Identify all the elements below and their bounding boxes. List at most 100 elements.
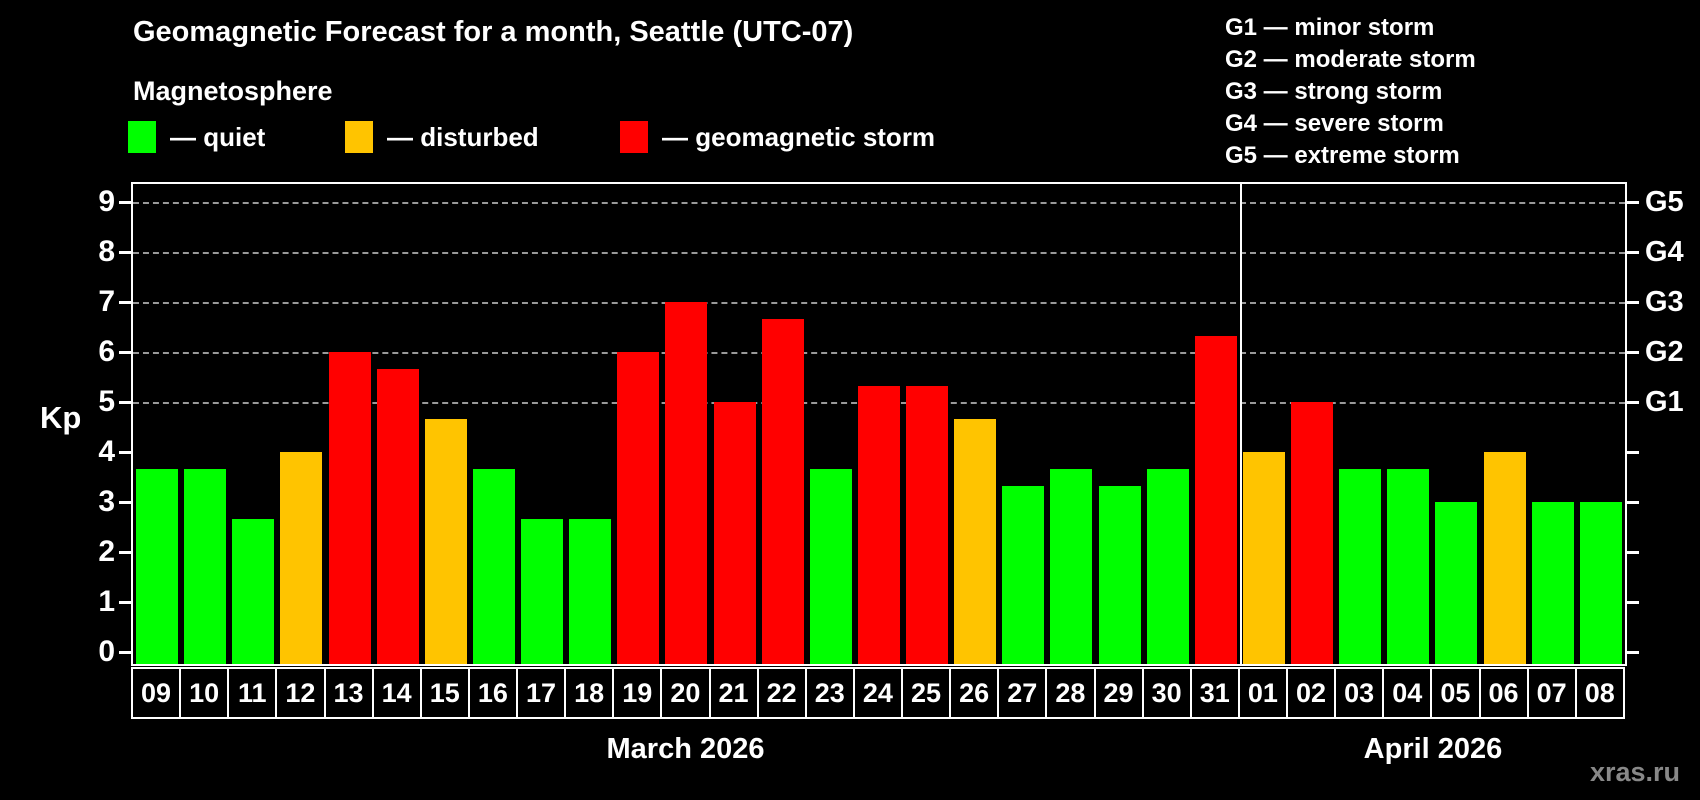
gridline-kp-9	[133, 202, 1625, 204]
date-cell-02: 02	[1286, 667, 1337, 719]
y-axis-tick-label: 2	[98, 535, 115, 568]
storm-color-swatch	[620, 121, 648, 153]
y-axis-tick	[119, 451, 131, 454]
kp-bar-day-20	[665, 302, 708, 664]
plot-area	[131, 182, 1627, 666]
right-axis-tick	[1627, 651, 1639, 654]
date-cell-13: 13	[323, 667, 374, 719]
kp-bar-day-16	[472, 468, 515, 664]
right-axis-tick	[1627, 601, 1639, 604]
y-axis-tick	[119, 251, 131, 254]
quiet-color-swatch	[128, 121, 156, 153]
date-cell-25: 25	[901, 667, 952, 719]
date-cell-01: 01	[1237, 667, 1288, 719]
y-axis-tick	[119, 351, 131, 354]
legend-item-disturbed: — disturbed	[345, 121, 539, 153]
kp-bar-day-14	[376, 368, 419, 664]
right-axis-tick	[1627, 301, 1639, 304]
date-cell-18: 18	[564, 667, 615, 719]
date-cell-17: 17	[516, 667, 567, 719]
y-axis-tick	[119, 651, 131, 654]
date-cell-29: 29	[1093, 667, 1144, 719]
date-cell-20: 20	[660, 667, 711, 719]
y-axis-tick-label: 1	[98, 585, 115, 618]
y-axis-tick-label: 3	[98, 485, 115, 518]
g3-legend-line: G3 — strong storm	[1225, 78, 1443, 105]
kp-bar-day-17	[521, 518, 564, 664]
kp-bar-day-07	[1531, 502, 1574, 664]
kp-bar-day-12	[280, 452, 323, 664]
right-axis-label-g5: G5	[1645, 186, 1684, 218]
right-axis-tick	[1627, 551, 1639, 554]
date-cell-09: 09	[131, 667, 182, 719]
y-axis-tick	[119, 601, 131, 604]
date-cell-07: 07	[1526, 667, 1577, 719]
right-axis-label-g1: G1	[1645, 386, 1684, 418]
date-cell-10: 10	[179, 667, 230, 719]
y-axis-tick-label: 7	[98, 285, 115, 318]
y-axis-tick-label: 5	[98, 385, 115, 418]
kp-bar-day-04	[1387, 468, 1430, 664]
g2-legend-line: G2 — moderate storm	[1225, 46, 1476, 73]
right-axis-tick	[1627, 351, 1639, 354]
kp-bar-day-22	[761, 318, 804, 664]
right-axis-label-g3: G3	[1645, 286, 1684, 318]
kp-bar-day-15	[424, 418, 467, 664]
month-label-april: April 2026	[1363, 733, 1503, 765]
kp-bar-day-10	[184, 468, 227, 664]
kp-bar-day-26	[954, 418, 997, 664]
date-cell-11: 11	[227, 667, 278, 719]
date-cell-12: 12	[275, 667, 326, 719]
y-axis-tick	[119, 501, 131, 504]
watermark: xras.ru	[1589, 757, 1680, 787]
y-axis-tick	[119, 301, 131, 304]
y-axis-tick-label: 0	[98, 635, 115, 668]
kp-bar-day-31	[1194, 335, 1237, 664]
date-cell-23: 23	[804, 667, 855, 719]
g1-legend-line: G1 — minor storm	[1225, 14, 1435, 41]
kp-bar-day-19	[617, 352, 660, 664]
date-cell-31: 31	[1189, 667, 1240, 719]
date-cell-21: 21	[708, 667, 759, 719]
magnetosphere-label: Magnetosphere	[133, 76, 333, 106]
date-cell-28: 28	[1045, 667, 1096, 719]
kp-bar-day-23	[809, 468, 852, 664]
legend-label-storm: — geomagnetic storm	[662, 121, 936, 152]
gridline-kp-8	[133, 252, 1625, 254]
date-cell-04: 04	[1382, 667, 1433, 719]
right-axis-label-g2: G2	[1645, 336, 1684, 368]
kp-bar-day-08	[1579, 502, 1622, 664]
kp-bar-day-27	[1002, 485, 1045, 664]
y-axis-tick-label: 6	[98, 335, 115, 368]
right-axis-tick	[1627, 201, 1639, 204]
date-cell-08: 08	[1574, 667, 1625, 719]
date-cell-24: 24	[852, 667, 903, 719]
g-scale-legend: G1 — minor storm G2 — moderate storm G3 …	[1225, 12, 1476, 172]
kp-bar-day-18	[569, 518, 612, 664]
y-axis-tick	[119, 201, 131, 204]
right-axis-tick	[1627, 401, 1639, 404]
date-cell-30: 30	[1141, 667, 1192, 719]
chart-title: Geomagnetic Forecast for a month, Seattl…	[133, 16, 854, 48]
kp-bar-day-02	[1291, 402, 1334, 664]
disturbed-color-swatch	[345, 121, 373, 153]
legend-item-storm: — geomagnetic storm	[620, 121, 935, 153]
y-axis-tick	[119, 551, 131, 554]
y-axis-tick-label: 4	[98, 435, 115, 468]
y-axis-title: Kp	[40, 400, 82, 435]
kp-bar-day-06	[1483, 452, 1526, 664]
gridline-kp-7	[133, 302, 1625, 304]
kp-bar-day-25	[906, 385, 949, 664]
date-cell-06: 06	[1478, 667, 1529, 719]
kp-bar-day-09	[136, 468, 178, 664]
kp-bar-day-28	[1050, 468, 1093, 664]
y-axis-tick-label: 9	[98, 185, 115, 218]
date-cell-16: 16	[467, 667, 518, 719]
date-axis: 09 10 11 12 13 14 15 16 17 18 19 20 21 22 23 24 25 26 27 28…	[131, 667, 1625, 719]
date-cell-27: 27	[997, 667, 1048, 719]
date-cell-26: 26	[949, 667, 1000, 719]
kp-bar-day-01	[1242, 452, 1285, 664]
month-label-march: March 2026	[606, 733, 765, 765]
kp-bar-day-11	[232, 518, 275, 664]
